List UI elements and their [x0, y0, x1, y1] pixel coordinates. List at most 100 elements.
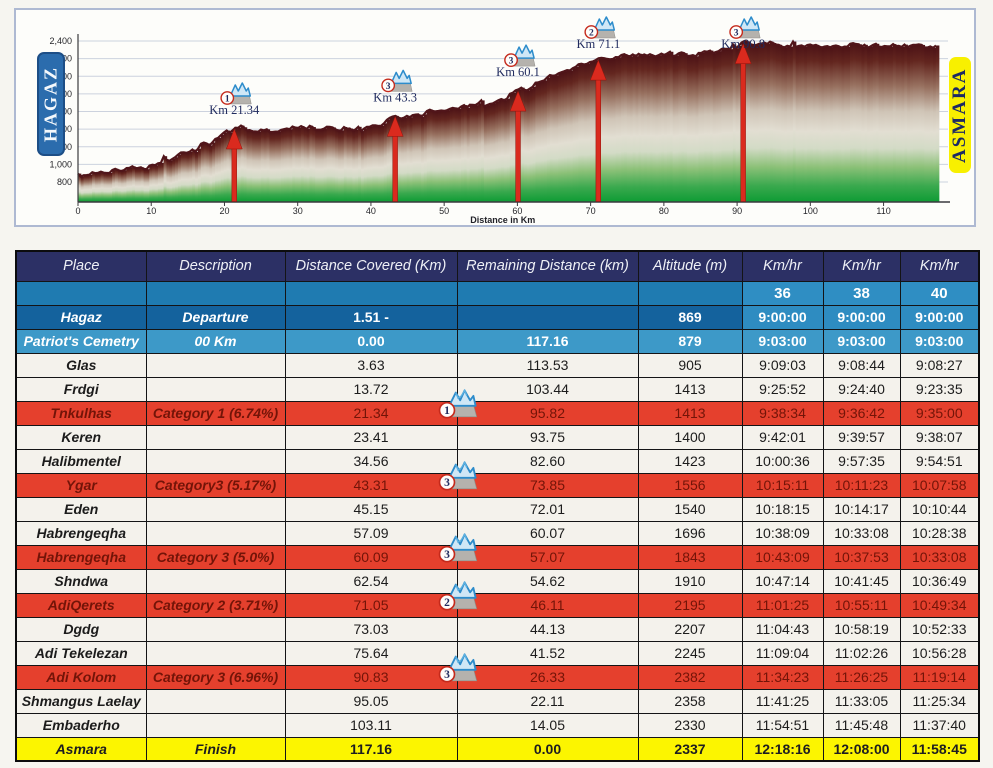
- remaining-distance-cell: 54.62: [456, 568, 639, 594]
- distance-covered-cell: 117.16: [284, 736, 458, 762]
- remaining-distance-cell: 60.07: [456, 520, 639, 546]
- time-40-cell: 11:37:40: [899, 712, 980, 738]
- time-38-cell: 11:33:05: [822, 688, 901, 714]
- chart-climb-marker: 2: [584, 16, 616, 39]
- x-tick-label: 80: [659, 206, 669, 216]
- altitude-cell: 1413: [637, 400, 743, 426]
- time-40-cell: 10:28:38: [899, 520, 980, 546]
- remaining-distance-cell: 46.11: [456, 592, 639, 618]
- time-36-cell: 10:43:09: [741, 544, 824, 570]
- svg-text:1: 1: [225, 94, 230, 104]
- time-38-cell: 10:41:45: [822, 568, 901, 594]
- row-adi-tekelezan: Adi Tekelezan 75.64 41.52 2245 11:09:04 11:02…: [15, 640, 980, 666]
- time-40-cell: 10:10:44: [899, 496, 980, 522]
- altitude-cell: 2207: [637, 616, 743, 642]
- row-shmangus-laelay: Shmangus Laelay 95.05 22.11 2358 11:41:25 11:…: [15, 688, 980, 714]
- svg-text:3: 3: [734, 28, 739, 38]
- row-shndwa: Shndwa 62.54 54.62 1910 10:47:14 10:41:45 10:3…: [15, 568, 980, 594]
- place-cell: Asmara: [15, 736, 147, 762]
- place-cell: Shndwa: [15, 568, 147, 594]
- time-38-cell: 9:57:35: [822, 448, 901, 474]
- svg-text:3: 3: [509, 57, 514, 67]
- time-40-cell: 11:25:34: [899, 688, 980, 714]
- time-38-cell: 9:36:42: [822, 400, 901, 426]
- time-36-cell: 12:18:16: [741, 736, 824, 762]
- time-38-cell: 11:45:48: [822, 712, 901, 738]
- altitude-cell: 2195: [637, 592, 743, 618]
- time-40-cell: 10:07:58: [899, 472, 980, 498]
- distance-covered-cell: 57.09: [284, 520, 458, 546]
- time-40-cell: 10:33:08: [899, 544, 980, 570]
- start-city-badge: HAGAZ: [37, 52, 65, 156]
- itinerary-table-body: Hagaz Departure 1.51 -869 9:00:00 9:00:00 9:0…: [15, 304, 980, 762]
- place-cell: Ygar: [15, 472, 147, 498]
- route-profile-chart: 8001,0001,2001,4001,6001,8002,0002,2002,…: [14, 8, 976, 227]
- altitude-cell: 2245: [637, 640, 743, 666]
- description-cell: [145, 712, 286, 738]
- time-40-cell: 10:49:34: [899, 592, 980, 618]
- distance-covered-cell: 62.54: [284, 568, 458, 594]
- altitude-cell: 1556: [637, 472, 743, 498]
- speed-row-blank: [15, 280, 147, 306]
- row-embaderho: Embaderho 103.11 14.05 2330 11:54:51 11:45:48…: [15, 712, 980, 738]
- remaining-distance-cell: [456, 304, 639, 330]
- time-36-cell: 11:09:04: [741, 640, 824, 666]
- x-tick-label: 70: [586, 206, 596, 216]
- description-cell: [145, 376, 286, 402]
- time-40-cell: 9:23:35: [899, 376, 980, 402]
- row-hagaz: Hagaz Departure 1.51 -869 9:00:00 9:00:00 9:0…: [15, 304, 980, 330]
- distance-covered-cell: 60.09 3: [284, 532, 477, 570]
- col-header-6: Km/hr: [822, 250, 901, 282]
- time-40-cell: 9:08:27: [899, 352, 980, 378]
- time-36-cell: 10:18:15: [741, 496, 824, 522]
- time-40-cell: 11:58:45: [899, 736, 980, 762]
- time-36-cell: 9:42:01: [741, 424, 824, 450]
- climb-km-label: Km 71.1: [576, 37, 620, 51]
- start-city-label: HAGAZ: [40, 66, 61, 143]
- row-patriot-s-cemetry: Patriot's Cemetry 00 Km 0.00 117.16 879 9:03:…: [15, 328, 980, 354]
- svg-text:3: 3: [386, 82, 391, 92]
- time-40-cell: 10:52:33: [899, 616, 980, 642]
- col-header-2: Distance Covered (Km): [284, 250, 458, 282]
- description-cell: Departure: [145, 304, 286, 330]
- row-habrengeqha: Habrengeqha Category 3 (5.0%) 60.09 3 57.07 1…: [15, 532, 980, 570]
- x-tick-label: 40: [366, 206, 376, 216]
- time-40-cell: 10:36:49: [899, 568, 980, 594]
- time-36-cell: 11:54:51: [741, 712, 824, 738]
- svg-text:2: 2: [444, 597, 450, 609]
- place-cell: Tnkulhas: [15, 400, 147, 426]
- distance-covered-cell: 0.00: [284, 328, 458, 354]
- distance-covered-cell: 95.05: [284, 688, 458, 714]
- remaining-distance-cell: 22.11: [456, 688, 639, 714]
- row-asmara: Asmara Finish 117.16 0.00 2337 12:18:16 12:08:…: [15, 736, 980, 762]
- description-cell: [145, 688, 286, 714]
- remaining-distance-cell: 95.82: [456, 400, 639, 426]
- time-38-cell: 9:39:57: [822, 424, 901, 450]
- altitude-cell: 1910: [637, 568, 743, 594]
- description-cell: Finish: [145, 736, 286, 762]
- remaining-distance-cell: 93.75: [456, 424, 639, 450]
- place-cell: Glas: [15, 352, 147, 378]
- svg-text:1: 1: [444, 405, 450, 417]
- remaining-distance-cell: 113.53: [456, 352, 639, 378]
- remaining-distance-cell: 0.00: [456, 736, 639, 762]
- time-40-cell: 10:56:28: [899, 640, 980, 666]
- row-keren: Keren 23.41 93.75 1400 9:42:01 9:39:57 9:38:07: [15, 424, 980, 450]
- climb-arrow: [392, 131, 398, 202]
- altitude-cell: 1540: [637, 496, 743, 522]
- climb-arrow: [231, 143, 237, 202]
- remaining-distance-cell: 41.52: [456, 640, 639, 666]
- svg-text:3: 3: [444, 549, 450, 561]
- x-tick-label: 10: [146, 206, 156, 216]
- time-36-cell: 11:34:23: [741, 664, 824, 690]
- description-cell: Category 2 (3.71%): [145, 592, 286, 618]
- distance-covered-cell: 73.03: [284, 616, 458, 642]
- time-40-cell: 9:54:51: [899, 448, 980, 474]
- itinerary-table-head: Place Description Distance Covered (Km) Rem…: [15, 250, 980, 306]
- col-header-3: Remaining Distance (km): [456, 250, 639, 282]
- time-36-cell: 11:41:25: [741, 688, 824, 714]
- time-38-cell: 10:58:19: [822, 616, 901, 642]
- time-36-cell: 9:09:03: [741, 352, 824, 378]
- header-row: Place Description Distance Covered (Km) Rem…: [15, 250, 980, 282]
